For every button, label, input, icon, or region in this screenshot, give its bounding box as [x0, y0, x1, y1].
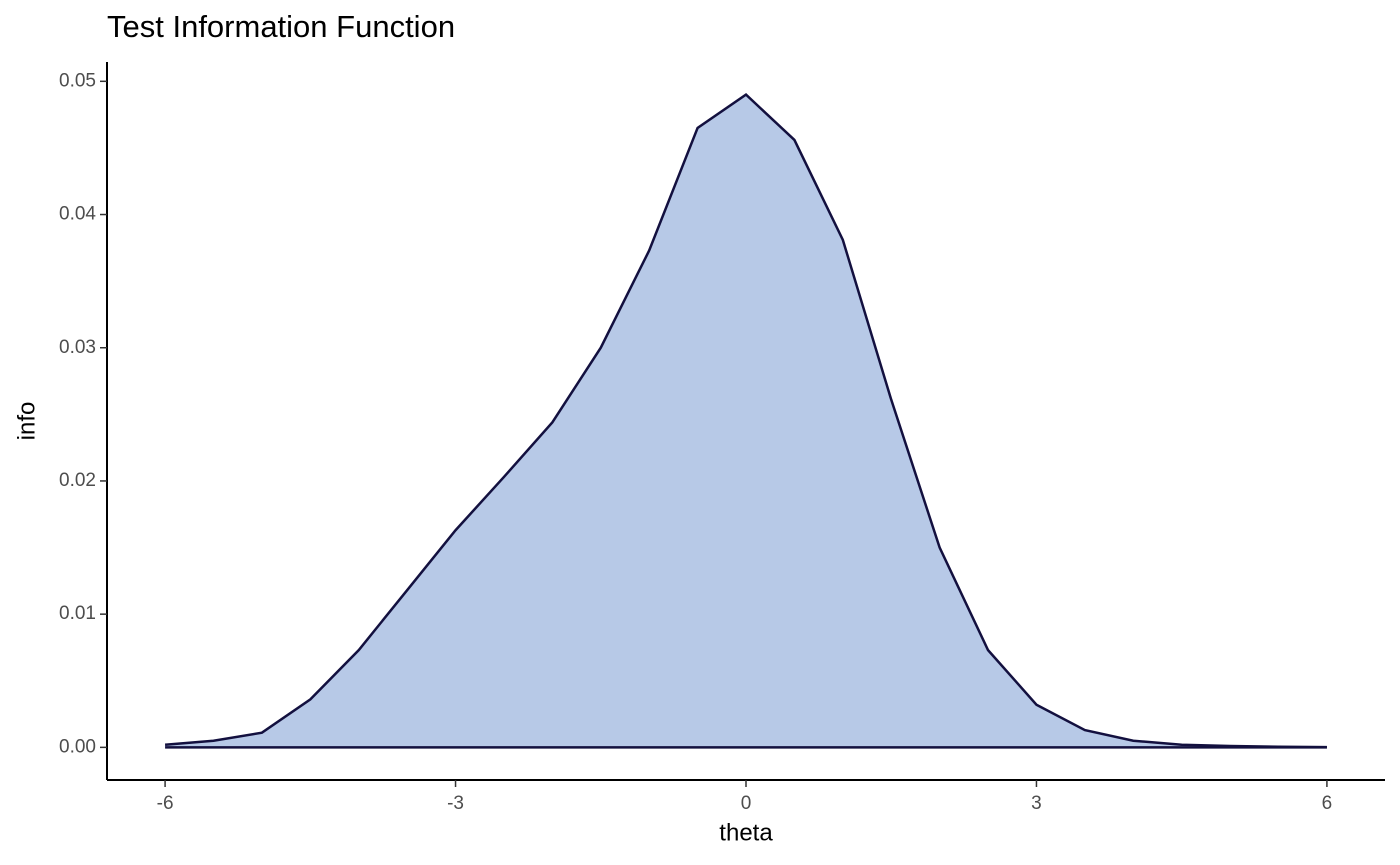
x-axis-title: theta	[719, 819, 773, 846]
y-tick-label: 0.00	[59, 736, 96, 757]
y-tick-label: 0.04	[59, 204, 96, 225]
area-fill	[165, 94, 1327, 748]
x-tick-label: -6	[157, 793, 174, 814]
x-tick-label: 6	[1322, 793, 1333, 814]
y-tick-label: 0.01	[59, 603, 96, 624]
area-line	[164, 93, 1327, 749]
x-tick-label: -3	[447, 793, 464, 814]
x-tick-label: 3	[1031, 793, 1042, 814]
x-tick-label: 0	[741, 793, 752, 814]
y-tick-label: 0.02	[59, 470, 96, 491]
y-tick-label: 0.05	[59, 70, 96, 91]
y-tick-label: 0.03	[59, 337, 96, 358]
chart-title: Test Information Function	[107, 9, 455, 44]
y-axis-title: info	[13, 402, 40, 441]
